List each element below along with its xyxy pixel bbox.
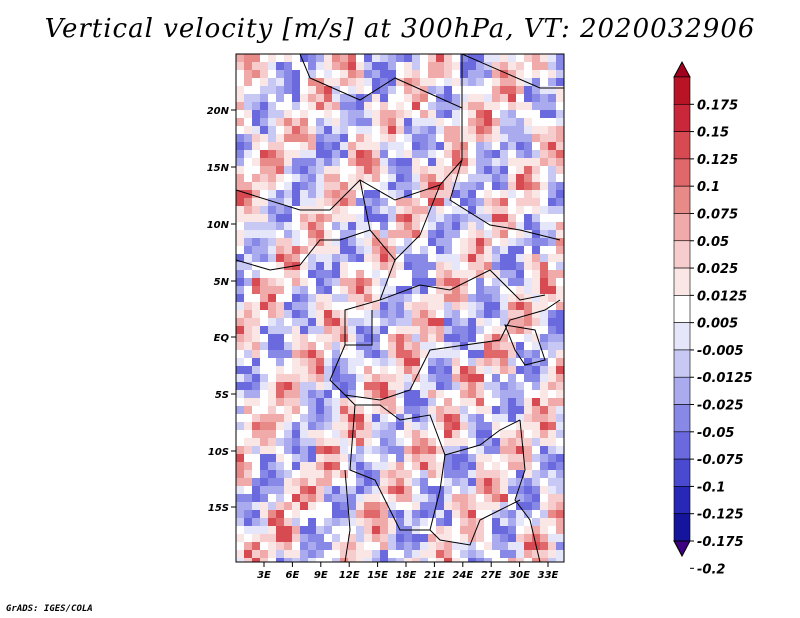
colorbar-label: -0.2 [697, 562, 725, 577]
colorbar-box [673, 513, 691, 542]
border-line [344, 259, 396, 346]
lon-label: 21E [424, 570, 445, 581]
border-line [504, 324, 546, 366]
lat-label: 15N [207, 163, 230, 174]
lon-label: 30E [509, 570, 530, 581]
lon-label: 15E [367, 570, 388, 581]
border-line [236, 108, 463, 211]
colorbar-top-triangle [673, 60, 691, 78]
grads-credit: GrADS: IGES/COLA [6, 604, 93, 614]
lon-label: 27E [481, 570, 502, 581]
lon-label: 33E [538, 570, 559, 581]
border-line [514, 419, 541, 562]
colorbar-label: -0.075 [697, 453, 744, 468]
colorbar-label: 0.125 [697, 153, 738, 168]
colorbar-label: -0.175 [697, 535, 744, 550]
colorbar-box [673, 431, 691, 460]
border-line [299, 54, 463, 109]
colorbar-box [673, 267, 691, 296]
colorbar-label: -0.125 [697, 508, 744, 523]
velocity-field [236, 54, 564, 562]
lon-label: 6E [286, 570, 300, 581]
lon-label: 18E [396, 570, 417, 581]
colorbar-label: 0.1 [697, 180, 720, 195]
colorbar-label: 0.025 [697, 262, 738, 277]
lat-label: 5N [214, 277, 230, 288]
colorbar-box [673, 185, 691, 214]
colorbar-bottom-triangle [673, 540, 691, 558]
colorbar-label: -0.1 [697, 480, 725, 495]
colorbar-box [673, 158, 691, 187]
lat-label: 10N [207, 220, 230, 231]
border-line [344, 469, 351, 562]
country-borders [236, 54, 564, 562]
lon-label: 3E [257, 570, 271, 581]
lon-label: 24E [452, 570, 473, 581]
colorbar-box [673, 404, 691, 433]
border-line [429, 454, 446, 531]
colorbar-label: 0.15 [697, 126, 729, 141]
lat-label: 5S [215, 390, 229, 401]
border-line [344, 394, 521, 456]
lat-label: 10S [208, 447, 229, 458]
colorbar-label: 0.005 [697, 317, 738, 332]
colorbar: 0.175 0.15 0.125 0.1 0.075 0.05 0.025 0.0125 0.0… [673, 60, 753, 577]
colorbar-box [673, 486, 691, 515]
colorbar-label: 0.05 [697, 235, 729, 250]
map-frame [235, 53, 565, 563]
colorbar-box [673, 458, 691, 487]
border-line [379, 269, 546, 301]
colorbar-box [673, 376, 691, 405]
colorbar-label: 0.0125 [697, 289, 747, 304]
colorbar-box [673, 103, 691, 132]
colorbar-label: -0.025 [697, 399, 744, 414]
colorbar-box [673, 76, 691, 105]
border-line [329, 299, 561, 401]
lon-label: 12E [339, 570, 360, 581]
colorbar-box [673, 295, 691, 323]
colorbar-box [673, 213, 691, 242]
colorbar-box [673, 349, 691, 378]
lat-label: 15S [208, 503, 229, 514]
lon-axis: 3E 6E 9E 12E 15E 18E 21E 24E 27E 30E 33E [257, 562, 559, 581]
colorbar-box [673, 131, 691, 160]
map-title: Vertical velocity [m/s] at 300hPa, VT: 2… [44, 14, 756, 44]
colorbar-box [673, 240, 691, 269]
border-line [236, 229, 371, 271]
lon-label: 9E [314, 570, 328, 581]
lat-axis: 20N 15N 10N 5N EQ 5S 10S 15S [207, 106, 236, 514]
colorbar-label: -0.05 [697, 426, 734, 441]
border-line [461, 54, 564, 89]
colorbar-label: 0.175 [697, 98, 738, 113]
colorbar-label: -0.005 [697, 344, 744, 359]
lat-label: 20N [207, 106, 230, 117]
colorbar-label: 0.075 [697, 207, 738, 222]
lat-label: EQ [214, 333, 230, 344]
colorbar-box [673, 322, 691, 351]
border-line [449, 159, 561, 241]
colorbar-label: -0.0125 [697, 371, 753, 386]
